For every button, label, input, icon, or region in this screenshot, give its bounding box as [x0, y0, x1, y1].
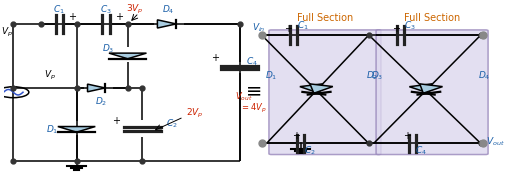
Text: +: + — [115, 12, 123, 22]
Text: $C_1$: $C_1$ — [296, 19, 309, 32]
Text: $D_1$: $D_1$ — [265, 69, 277, 82]
FancyBboxPatch shape — [375, 30, 487, 155]
Text: +: + — [391, 24, 399, 34]
Polygon shape — [87, 84, 105, 92]
Text: +: + — [211, 53, 219, 64]
Text: $C_1$: $C_1$ — [53, 4, 64, 16]
Text: +: + — [291, 131, 299, 141]
Text: $D_2$: $D_2$ — [366, 69, 378, 82]
Polygon shape — [157, 20, 176, 28]
Text: +: + — [284, 24, 292, 34]
Text: $D_3$: $D_3$ — [102, 43, 114, 55]
Text: $V_{out}$: $V_{out}$ — [485, 136, 503, 148]
Text: $C_2$: $C_2$ — [165, 117, 177, 130]
FancyBboxPatch shape — [268, 30, 380, 155]
Text: $D_3$: $D_3$ — [371, 69, 383, 82]
Text: $C_3$: $C_3$ — [403, 19, 415, 32]
Text: $2V_p$: $2V_p$ — [186, 107, 204, 120]
Text: $D_4$: $D_4$ — [477, 69, 490, 82]
Text: $C_4$: $C_4$ — [245, 55, 257, 68]
Text: $V_p$: $V_p$ — [2, 26, 13, 39]
Text: $C_3$: $C_3$ — [99, 4, 112, 16]
Text: $C_2$: $C_2$ — [304, 145, 316, 157]
Polygon shape — [109, 53, 146, 59]
Polygon shape — [310, 84, 332, 93]
Text: +: + — [68, 12, 76, 22]
Text: $3V_p$: $3V_p$ — [126, 3, 143, 16]
Text: +: + — [402, 131, 410, 141]
Text: $D_2$: $D_2$ — [94, 95, 107, 108]
Text: $V_{out}$: $V_{out}$ — [234, 91, 252, 103]
Text: $C_4$: $C_4$ — [415, 145, 427, 157]
Polygon shape — [299, 84, 322, 93]
Text: $V_p$: $V_p$ — [44, 69, 56, 82]
Text: $D_1$: $D_1$ — [46, 124, 58, 136]
Text: $V_{in}$: $V_{in}$ — [252, 22, 266, 34]
Polygon shape — [419, 84, 442, 93]
Polygon shape — [58, 126, 95, 132]
Polygon shape — [409, 84, 431, 93]
Text: Full Section: Full Section — [403, 13, 459, 22]
Text: $\equiv$: $\equiv$ — [241, 82, 262, 101]
Text: $D_4$: $D_4$ — [162, 4, 174, 16]
Text: +: + — [112, 116, 120, 126]
Text: $= 4V_p$: $= 4V_p$ — [239, 102, 266, 115]
Text: Full Section: Full Section — [296, 13, 352, 22]
